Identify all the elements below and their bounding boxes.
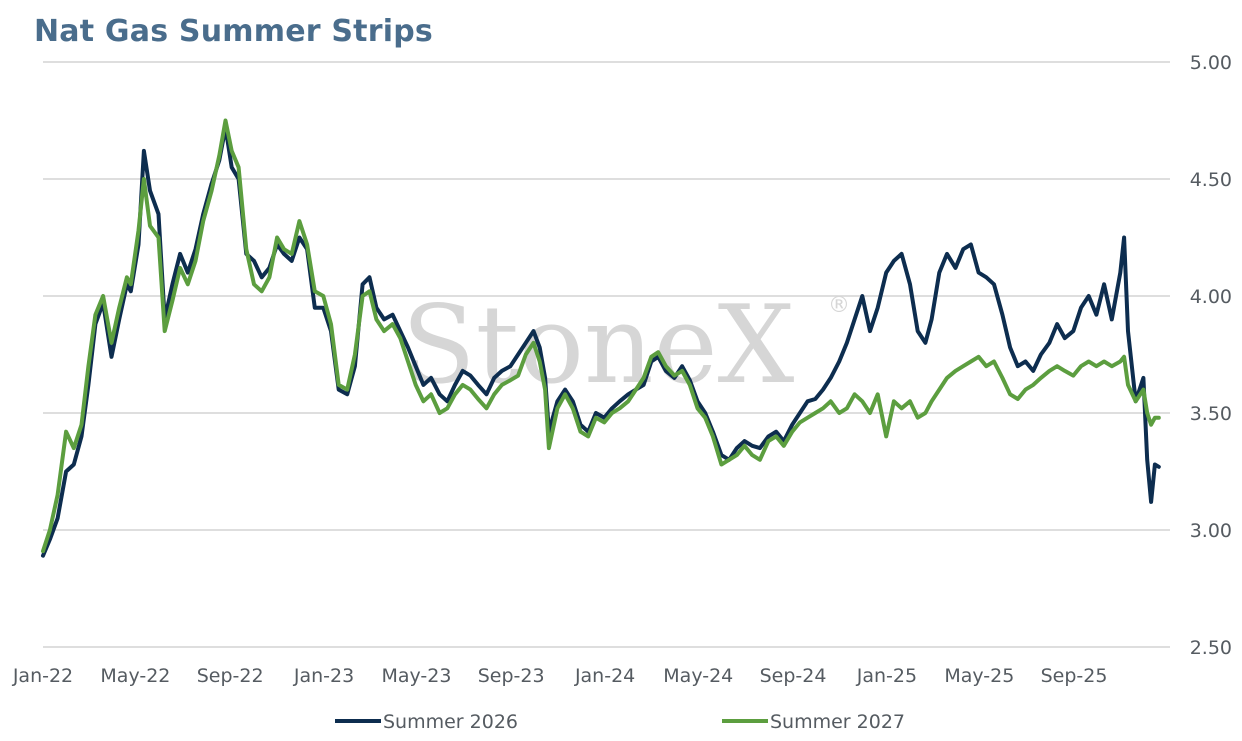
legend-label: Summer 2027 [770, 711, 905, 733]
y-tick-label: 3.00 [1190, 520, 1232, 542]
x-tick-label: May-23 [381, 665, 451, 687]
x-tick-label: Jan-23 [293, 665, 354, 687]
y-tick-label: 4.50 [1190, 169, 1232, 191]
x-tick-label: Sep-23 [478, 665, 545, 687]
x-tick-label: Jan-24 [574, 665, 635, 687]
y-tick-label: 2.50 [1190, 637, 1232, 659]
x-tick-label: May-22 [100, 665, 170, 687]
x-tick-label: Sep-22 [197, 665, 264, 687]
x-axis-ticks: Jan-22 May-22 Sep-22 Jan-23 May-23 Sep-23 Jan-… [12, 665, 1108, 687]
x-tick-label: Sep-24 [760, 665, 827, 687]
chart-title: Nat Gas Summer Strips [34, 14, 433, 49]
x-tick-label: May-25 [944, 665, 1014, 687]
x-tick-label: Sep-25 [1041, 665, 1108, 687]
y-tick-label: 4.00 [1190, 286, 1232, 308]
y-axis-ticks: 5.00 4.50 4.00 3.50 3.00 2.50 [1190, 52, 1232, 659]
legend-label: Summer 2026 [383, 711, 518, 733]
legend: Summer 2026 Summer 2027 [335, 711, 905, 733]
series-lines [41, 118, 1161, 558]
x-tick-label: Jan-22 [12, 665, 73, 687]
series-line-2 [41, 118, 1161, 554]
y-tick-label: 3.50 [1190, 403, 1232, 425]
y-tick-label: 5.00 [1190, 52, 1232, 74]
x-tick-label: Jan-25 [856, 665, 917, 687]
x-tick-label: May-24 [663, 665, 733, 687]
registered-mark: ® [828, 293, 850, 318]
